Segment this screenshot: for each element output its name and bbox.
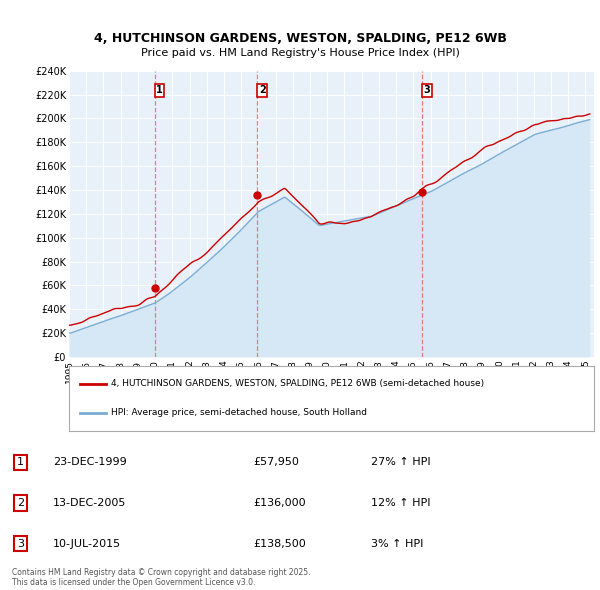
Text: 13-DEC-2005: 13-DEC-2005 [53,498,127,508]
Text: 10-JUL-2015: 10-JUL-2015 [53,539,121,549]
Text: Contains HM Land Registry data © Crown copyright and database right 2025.
This d: Contains HM Land Registry data © Crown c… [12,568,310,587]
Text: £138,500: £138,500 [253,539,306,549]
Text: £136,000: £136,000 [253,498,305,508]
Text: 23-DEC-1999: 23-DEC-1999 [53,457,127,467]
Text: Price paid vs. HM Land Registry's House Price Index (HPI): Price paid vs. HM Land Registry's House … [140,48,460,58]
Text: 3% ↑ HPI: 3% ↑ HPI [371,539,423,549]
Text: £57,950: £57,950 [253,457,299,467]
Text: 3: 3 [424,85,430,95]
Text: 1: 1 [17,457,24,467]
Text: 3: 3 [17,539,24,549]
Text: 1: 1 [156,85,163,95]
Text: 12% ↑ HPI: 12% ↑ HPI [371,498,430,508]
Text: 2: 2 [17,498,24,508]
Text: 4, HUTCHINSON GARDENS, WESTON, SPALDING, PE12 6WB (semi-detached house): 4, HUTCHINSON GARDENS, WESTON, SPALDING,… [111,379,484,388]
Text: HPI: Average price, semi-detached house, South Holland: HPI: Average price, semi-detached house,… [111,408,367,417]
Text: 2: 2 [259,85,266,95]
Text: 27% ↑ HPI: 27% ↑ HPI [371,457,430,467]
Text: 4, HUTCHINSON GARDENS, WESTON, SPALDING, PE12 6WB: 4, HUTCHINSON GARDENS, WESTON, SPALDING,… [94,32,506,45]
